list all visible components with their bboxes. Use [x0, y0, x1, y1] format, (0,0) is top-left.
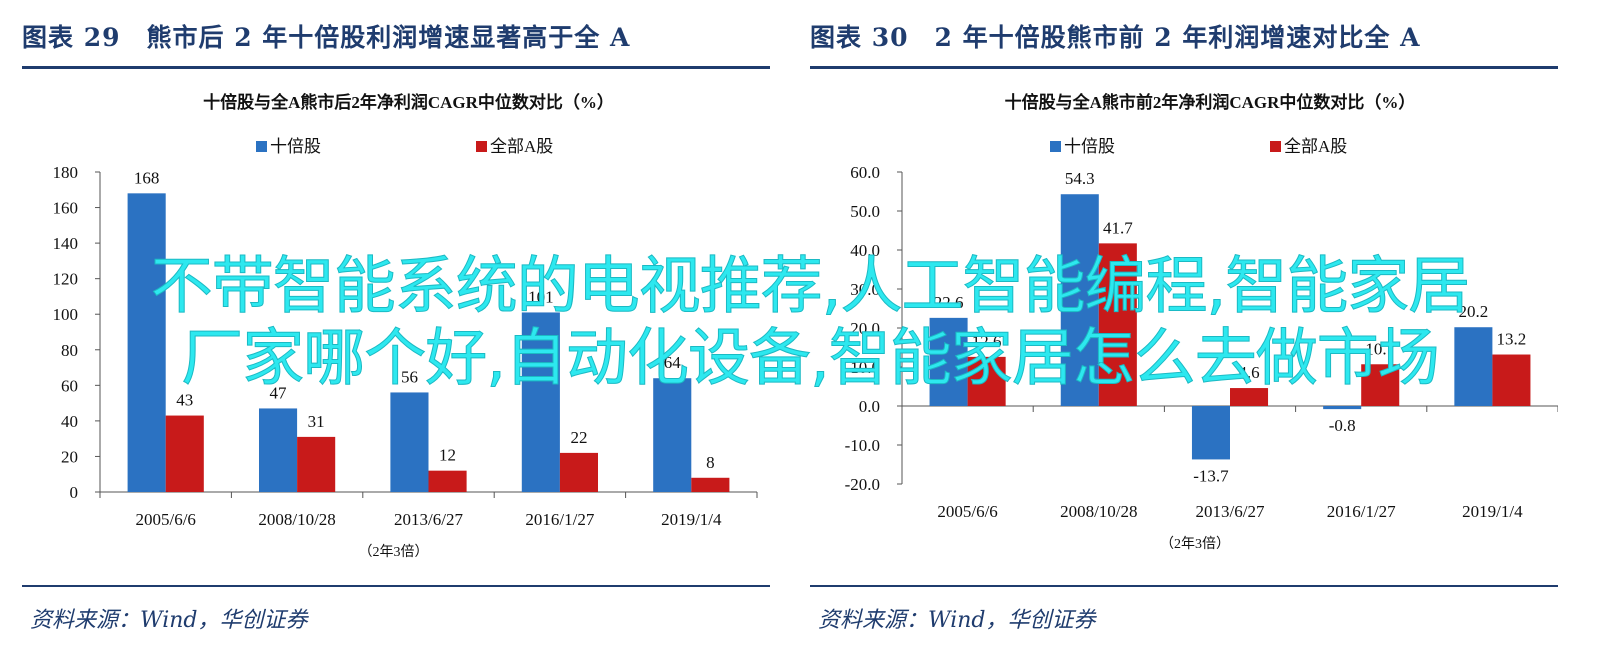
bar-tenbagger	[1323, 406, 1362, 410]
legend-label-1: 十倍股	[270, 137, 321, 156]
y-tick-label: 60	[61, 376, 78, 395]
bar-tenbagger	[653, 378, 692, 492]
data-label: 13.2	[1497, 330, 1527, 349]
left-figure-panel: 图表 29 熊市后 2 年十倍股利润增速显著高于全 A 十倍股与全A熊市后2年净…	[22, 0, 770, 651]
bar-tenbagger	[1454, 327, 1493, 406]
y-tick-label: 10.0	[850, 358, 880, 377]
bar-tenbagger	[929, 317, 968, 406]
legend-swatch-2	[1270, 141, 1281, 152]
legend-label-1: 十倍股	[1064, 137, 1115, 156]
right-chart: 十倍股与全A熊市前2年净利润CAGR中位数对比（%） 十倍股 全部A股 -20.0 -1…	[845, 92, 1558, 552]
legend-swatch-1	[1050, 141, 1061, 152]
right-top-rule	[810, 66, 1558, 69]
bar-tenbagger	[521, 312, 560, 492]
y-tick-label: 50.0	[850, 202, 880, 221]
bar-all-a	[1361, 364, 1400, 406]
data-label: 168	[134, 168, 160, 187]
y-tick-label: 140	[53, 234, 79, 253]
left-top-rule	[22, 66, 770, 69]
x-tick-label: 2016/1/27	[525, 510, 594, 529]
y-tick-label: 120	[53, 270, 79, 289]
left-chart: 十倍股与全A熊市后2年净利润CAGR中位数对比（%） 十倍股 全部A股 0 20 40 60…	[53, 92, 758, 560]
bar-all-a	[165, 415, 204, 492]
bar-all-a	[297, 436, 336, 492]
data-label: 8	[706, 453, 715, 472]
data-label: 54.3	[1065, 169, 1095, 188]
left-bottom-rule	[22, 585, 770, 587]
bar-all-a	[1098, 243, 1137, 406]
y-tick-label: 20	[61, 447, 78, 466]
y-tick-label: 80	[61, 341, 78, 360]
y-tick-label: -10.0	[845, 436, 880, 455]
right-figure-title: 图表 30 2 年十倍股熊市前 2 年利润增速对比全 A	[810, 23, 1421, 52]
x-tick-label: 2013/6/27	[1196, 502, 1265, 521]
chart-title: 十倍股与全A熊市后2年净利润CAGR中位数对比（%）	[203, 92, 614, 112]
data-label: 4.6	[1238, 363, 1259, 382]
bar-tenbagger	[390, 392, 429, 492]
overlay-line-1: 不带智能系统的电视推荐,人工智能编程,智能家居	[150, 249, 1470, 322]
x-axis-label: （2年3倍）	[1160, 536, 1230, 552]
data-label: 12	[439, 446, 456, 465]
right-source-note: 资料来源：Wind，华创证券	[818, 608, 1096, 633]
bar-all-a	[691, 477, 730, 492]
data-label: 20.2	[1459, 302, 1489, 321]
overlay-caption: 不带智能系统的电视推荐,人工智能编程,智能家居 厂家哪个好,自动化设备,智能家居…	[40, 249, 1580, 394]
right-figure-panel: 图表 30 2 年十倍股熊市前 2 年利润增速对比全 A 十倍股与全A熊市前2年…	[810, 0, 1558, 651]
bar-all-a	[428, 470, 467, 492]
bar-tenbagger	[1191, 406, 1230, 460]
y-tick-label: -20.0	[845, 475, 880, 494]
y-tick-label: 20.0	[850, 319, 880, 338]
data-label: 43	[176, 391, 193, 410]
data-label: 101	[528, 287, 554, 306]
data-label: 22.6	[934, 293, 964, 312]
legend-swatch-1	[256, 141, 267, 152]
legend-swatch-2	[476, 141, 487, 152]
chart-title: 十倍股与全A熊市前2年净利润CAGR中位数对比（%）	[1005, 92, 1416, 112]
bar-all-a	[967, 356, 1006, 406]
legend-label-2: 全部A股	[490, 137, 553, 156]
data-label: -13.7	[1193, 466, 1229, 485]
x-tick-label: 2005/6/6	[937, 502, 997, 521]
x-tick-label: 2008/10/28	[258, 510, 335, 529]
data-label: 56	[401, 367, 418, 386]
x-tick-label: 2019/1/4	[1462, 502, 1523, 521]
y-tick-label: 60.0	[850, 163, 880, 182]
data-label: 10.7	[1365, 339, 1395, 358]
bar-tenbagger	[127, 193, 166, 492]
y-tick-label: 0.0	[859, 397, 880, 416]
overlay-line-2: 厂家哪个好,自动化设备,智能家居怎么去做市场	[181, 321, 1440, 394]
data-label: 47	[270, 383, 288, 402]
y-tick-label: 40	[61, 412, 78, 431]
x-tick-label: 2016/1/27	[1327, 502, 1396, 521]
left-figure-title: 图表 29 熊市后 2 年十倍股利润增速显著高于全 A	[22, 23, 631, 52]
x-tick-label: 2005/6/6	[135, 510, 195, 529]
bar-all-a	[559, 452, 599, 492]
x-tick-label: 2013/6/27	[394, 510, 463, 529]
data-label: 22	[570, 428, 587, 447]
y-tick-label: 0	[70, 483, 79, 502]
y-tick-label: 100	[53, 305, 79, 324]
left-source-note: 资料来源：Wind，华创证券	[30, 608, 308, 633]
y-tick-label: 180	[53, 163, 79, 182]
data-label: -0.8	[1329, 416, 1356, 435]
bar-tenbagger	[1060, 194, 1099, 406]
y-tick-label: 40.0	[850, 241, 880, 260]
right-bottom-rule	[810, 585, 1558, 587]
data-label: 64	[664, 353, 682, 372]
x-tick-label: 2008/10/28	[1060, 502, 1137, 521]
data-label: 41.7	[1103, 218, 1133, 237]
bar-all-a	[1230, 388, 1269, 406]
legend-label-2: 全部A股	[1284, 137, 1347, 156]
y-tick-label: 160	[53, 199, 79, 218]
bar-all-a	[1492, 354, 1531, 406]
bar-tenbagger	[258, 408, 298, 492]
x-tick-label: 2019/1/4	[661, 510, 722, 529]
y-tick-label: 30.0	[850, 280, 880, 299]
data-label: 12.6	[972, 332, 1002, 351]
data-label: 31	[308, 412, 325, 431]
x-axis-label: （2年3倍）	[359, 544, 429, 560]
